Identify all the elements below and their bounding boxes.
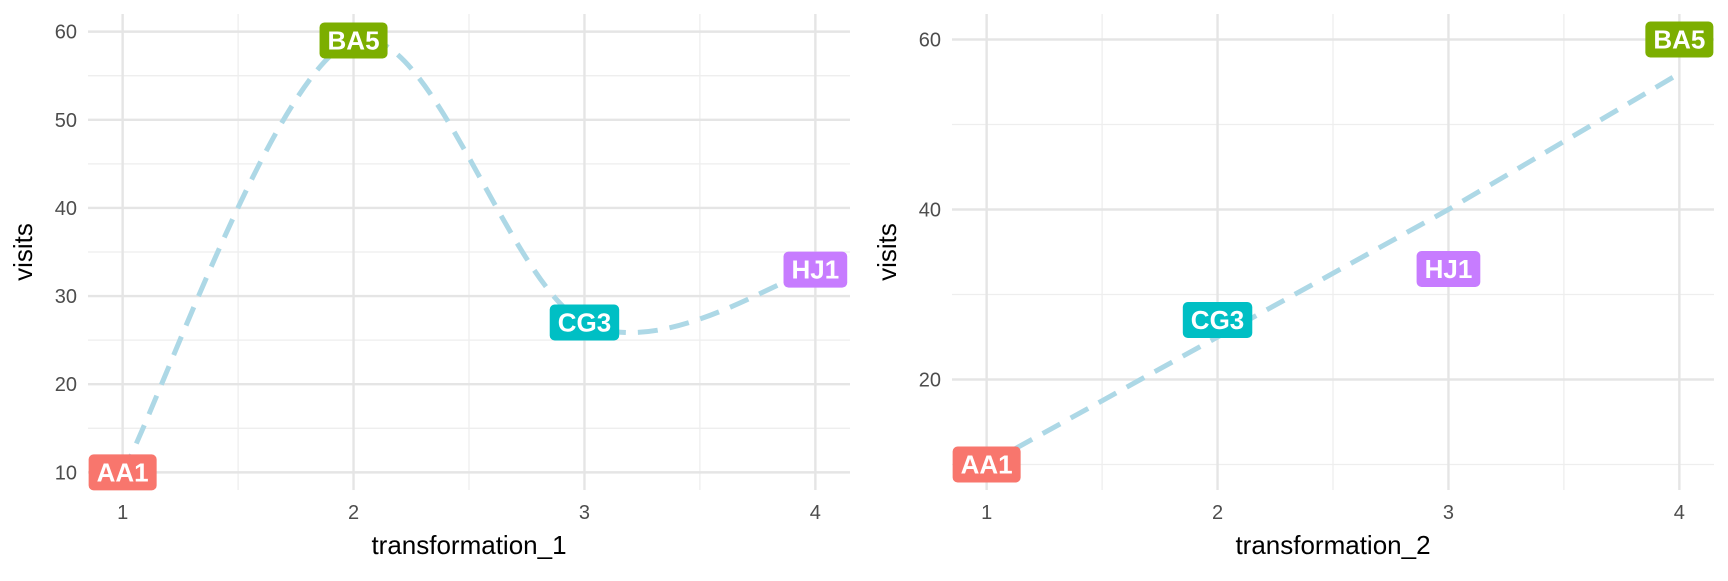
y-tick-label: 60 <box>919 30 941 52</box>
y-tick-label: 50 <box>55 110 77 132</box>
label-box <box>1645 21 1714 58</box>
label-text: AA1 <box>961 450 1013 480</box>
label-box <box>88 454 157 491</box>
y-tick-label: 40 <box>919 200 941 222</box>
y-tick-label: 30 <box>55 286 77 308</box>
x-tick-label: 1 <box>117 502 128 524</box>
label-text: HJ1 <box>792 255 840 285</box>
label-box <box>549 304 620 341</box>
point-label-ba5: BA5 <box>319 22 388 59</box>
label-text: AA1 <box>97 457 149 487</box>
chart-panel-1: 1 2 3 4 10 20 30 40 50 60 transformation_1 visits AA… <box>8 14 850 560</box>
point-label-hj1: HJ1 <box>1416 251 1481 287</box>
x-tick-label: 3 <box>1443 502 1454 524</box>
x-axis-title: transformation_1 <box>371 530 566 560</box>
x-tick-label: 4 <box>1674 502 1685 524</box>
y-tick-label: 40 <box>55 198 77 220</box>
y-tick-label: 20 <box>55 374 77 396</box>
label-text: BA5 <box>328 25 380 55</box>
series-line <box>120 36 816 474</box>
label-text: CG3 <box>1191 305 1244 335</box>
point-label-aa1: AA1 <box>952 446 1021 483</box>
point-label-ba5: BA5 <box>1645 21 1714 58</box>
point-label-aa1: AA1 <box>88 454 157 491</box>
x-tick-label: 2 <box>348 502 359 524</box>
label-text: BA5 <box>1653 25 1705 55</box>
x-tick-label: 2 <box>1212 502 1223 524</box>
y-tick-label: 10 <box>55 462 77 484</box>
x-tick-label: 3 <box>579 502 590 524</box>
x-axis-title: transformation_2 <box>1235 530 1430 560</box>
series-line <box>985 71 1681 467</box>
chart-panel-2: 1 2 3 4 20 40 60 transformation_2 visits AA1 BA5 CG… <box>872 14 1714 560</box>
point-label-cg3: CG3 <box>549 304 620 341</box>
label-box <box>1416 251 1481 287</box>
label-box <box>319 22 388 59</box>
point-label-hj1: HJ1 <box>783 251 848 288</box>
label-box <box>952 446 1021 483</box>
y-axis-title: visits <box>872 223 902 281</box>
label-box <box>1182 302 1253 338</box>
point-label-cg3: CG3 <box>1182 302 1253 338</box>
y-tick-label: 20 <box>919 370 941 392</box>
label-text: HJ1 <box>1425 254 1473 284</box>
label-text: CG3 <box>558 308 611 338</box>
y-axis-title: visits <box>8 223 38 281</box>
y-tick-label: 60 <box>55 22 77 44</box>
x-tick-label: 4 <box>810 502 821 524</box>
x-tick-label: 1 <box>981 502 992 524</box>
label-box <box>783 251 848 288</box>
